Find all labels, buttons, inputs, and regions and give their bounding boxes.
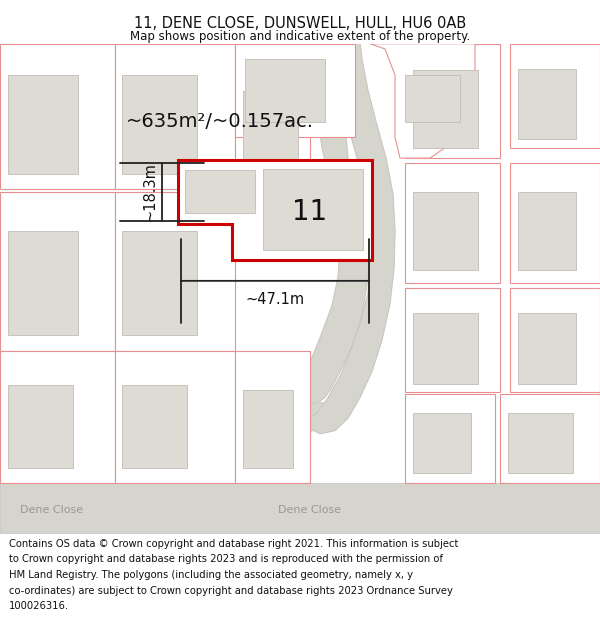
Bar — [122, 231, 197, 335]
Text: Map shows position and indicative extent of the property.: Map shows position and indicative extent… — [130, 30, 470, 43]
Text: to Crown copyright and database rights 2023 and is reproduced with the permissio: to Crown copyright and database rights 2… — [9, 554, 443, 564]
Bar — [405, 75, 460, 122]
Bar — [413, 192, 478, 271]
Bar — [0, 482, 600, 532]
Bar — [413, 313, 478, 384]
Bar — [115, 44, 235, 189]
Bar — [122, 385, 187, 468]
Bar — [510, 288, 600, 392]
Bar — [8, 231, 78, 335]
Bar — [510, 44, 600, 148]
Bar — [0, 44, 115, 189]
Bar — [243, 91, 298, 174]
Bar — [115, 351, 235, 482]
Text: ~47.1m: ~47.1m — [245, 292, 305, 307]
Bar — [413, 70, 478, 148]
Text: HM Land Registry. The polygons (including the associated geometry, namely x, y: HM Land Registry. The polygons (includin… — [9, 570, 413, 580]
Bar — [413, 413, 471, 473]
Bar — [245, 59, 325, 122]
Bar — [405, 163, 500, 283]
Bar — [0, 192, 115, 351]
Bar — [508, 413, 573, 473]
Text: co-ordinates) are subject to Crown copyright and database rights 2023 Ordnance S: co-ordinates) are subject to Crown copyr… — [9, 586, 453, 596]
Text: 11, DENE CLOSE, DUNSWELL, HULL, HU6 0AB: 11, DENE CLOSE, DUNSWELL, HULL, HU6 0AB — [134, 16, 466, 31]
Polygon shape — [270, 390, 330, 434]
Bar — [405, 44, 500, 158]
Text: ~635m²/~0.157ac.: ~635m²/~0.157ac. — [126, 112, 314, 131]
Polygon shape — [290, 44, 395, 434]
Bar — [115, 192, 235, 351]
Bar — [500, 394, 600, 482]
Text: 11: 11 — [292, 198, 328, 226]
Bar — [510, 163, 600, 283]
Bar — [235, 351, 310, 482]
Bar — [518, 313, 576, 384]
Bar — [263, 169, 363, 249]
Bar — [243, 390, 293, 468]
Text: Contains OS data © Crown copyright and database right 2021. This information is : Contains OS data © Crown copyright and d… — [9, 539, 458, 549]
Bar — [518, 192, 576, 271]
Bar — [235, 44, 310, 189]
Text: 100026316.: 100026316. — [9, 601, 69, 611]
Text: Dene Close: Dene Close — [278, 504, 341, 514]
Bar — [405, 288, 500, 392]
Polygon shape — [178, 160, 372, 260]
Bar — [0, 351, 115, 482]
Bar — [518, 69, 576, 139]
Text: Dene Close: Dene Close — [346, 199, 367, 263]
Bar — [235, 44, 355, 138]
Bar — [185, 169, 255, 213]
Text: Dene Close: Dene Close — [20, 504, 83, 514]
Polygon shape — [370, 44, 475, 158]
Text: ~18.3m: ~18.3m — [143, 162, 157, 221]
Bar — [8, 75, 78, 174]
Bar — [8, 385, 73, 468]
Bar — [405, 394, 495, 482]
Bar — [122, 75, 197, 174]
